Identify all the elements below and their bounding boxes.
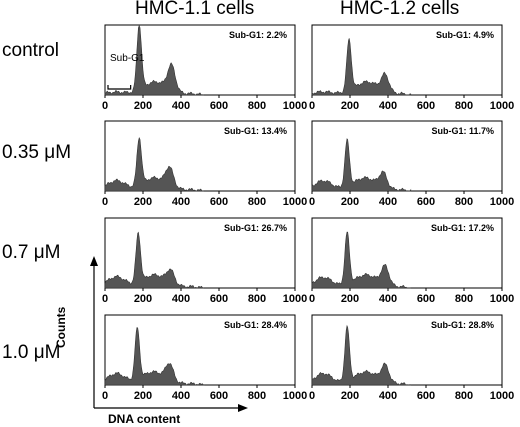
histogram-3 — [311, 138, 412, 192]
x-tick-label: 600 — [417, 390, 435, 402]
x-tick-label: 200 — [134, 293, 152, 305]
x-tick-label: 400 — [379, 100, 397, 112]
x-tick-label: 800 — [455, 293, 473, 305]
x-tick-label: 800 — [248, 390, 266, 402]
sub-g1-percentage: Sub-G1: 13.4% — [224, 126, 287, 136]
x-tick-label: 600 — [417, 293, 435, 305]
sub-g1-percentage: Sub-G1: 28.8% — [431, 320, 494, 330]
x-tick-label: 0 — [309, 196, 315, 208]
x-tick-label: 400 — [172, 293, 190, 305]
sub-g1-percentage: Sub-G1: 2.2% — [229, 30, 287, 40]
histogram-5 — [311, 231, 411, 289]
x-tick-label: 400 — [379, 293, 397, 305]
x-tick-label: 0 — [102, 196, 108, 208]
x-tick-label: 1000 — [283, 293, 307, 305]
row-label-control: control — [2, 40, 60, 61]
x-tick-label: 800 — [248, 100, 266, 112]
sub-g1-percentage: Sub-G1: 17.2% — [431, 223, 494, 233]
x-tick-label: 400 — [379, 390, 397, 402]
x-tick-label: 600 — [210, 390, 228, 402]
y-axis-arrow-head — [90, 256, 98, 266]
x-tick-label: 400 — [379, 196, 397, 208]
sub-g1-percentage: Sub-G1: 26.7% — [224, 223, 287, 233]
x-tick-label: 1000 — [490, 196, 514, 208]
sub-g1-percentage: Sub-G1: 11.7% — [431, 126, 494, 136]
x-tick-label: 800 — [455, 100, 473, 112]
histogram-4 — [104, 231, 204, 289]
x-tick-label: 400 — [172, 196, 190, 208]
x-tick-label: 600 — [210, 293, 228, 305]
x-tick-label: 600 — [210, 100, 228, 112]
x-tick-label: 0 — [102, 293, 108, 305]
x-tick-label: 600 — [417, 196, 435, 208]
x-tick-label: 200 — [341, 293, 359, 305]
row-label-0-7: 0.7 μM — [2, 242, 61, 263]
sub-g1-bracket — [107, 85, 132, 90]
x-tick-label: 600 — [210, 196, 228, 208]
x-tick-label: 1000 — [283, 390, 307, 402]
x-tick-label: 0 — [102, 390, 108, 402]
x-tick-label: 800 — [455, 196, 473, 208]
x-tick-label: 1000 — [283, 100, 307, 112]
x-tick-label: 1000 — [490, 100, 514, 112]
x-tick-label: 0 — [309, 293, 315, 305]
sub-g1-percentage: Sub-G1: 4.9% — [436, 30, 494, 40]
column-title-hmc-1-2: HMC-1.2 cells — [340, 0, 460, 19]
x-tick-label: 0 — [309, 100, 315, 112]
sub-g1-percentage: Sub-G1: 28.4% — [224, 320, 287, 330]
x-tick-label: 0 — [102, 100, 108, 112]
x-tick-label: 800 — [455, 390, 473, 402]
x-tick-label: 200 — [341, 390, 359, 402]
x-tick-label: 1000 — [490, 390, 514, 402]
histogram-1 — [311, 38, 412, 96]
x-tick-label: 1000 — [283, 196, 307, 208]
x-tick-label: 200 — [134, 100, 152, 112]
histogram-7 — [311, 324, 412, 386]
x-tick-label: 1000 — [490, 293, 514, 305]
x-axis-arrow-head — [238, 404, 248, 412]
x-tick-label: 200 — [134, 390, 152, 402]
x-tick-label: 200 — [134, 196, 152, 208]
histogram-0 — [104, 24, 204, 96]
x-tick-label: 200 — [341, 196, 359, 208]
x-axis-label: DNA content — [108, 412, 181, 426]
x-tick-label: 400 — [172, 390, 190, 402]
row-label-0-35: 0.35 μM — [2, 142, 72, 163]
x-tick-label: 800 — [248, 196, 266, 208]
histogram-2 — [104, 137, 204, 192]
x-tick-label: 600 — [417, 100, 435, 112]
histogram-6 — [104, 327, 205, 386]
x-tick-label: 800 — [248, 293, 266, 305]
row-label-1-0: 1.0 μM — [2, 342, 61, 363]
column-title-hmc-1-1: HMC-1.1 cells — [135, 0, 255, 19]
x-tick-label: 0 — [309, 390, 315, 402]
x-tick-label: 400 — [172, 100, 190, 112]
x-tick-label: 200 — [341, 100, 359, 112]
sub-g1-marker-label: Sub-G1 — [110, 53, 145, 64]
